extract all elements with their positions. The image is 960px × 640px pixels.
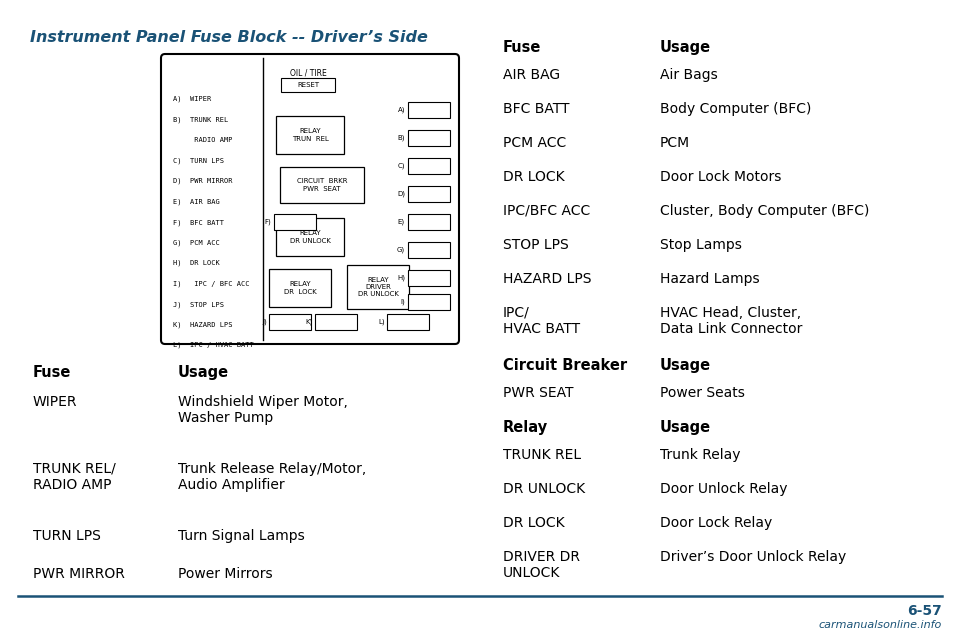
Text: Usage: Usage [660, 358, 711, 373]
Text: RELAY
TRUN  REL: RELAY TRUN REL [292, 128, 328, 141]
Text: DRIVER DR
UNLOCK: DRIVER DR UNLOCK [503, 550, 580, 580]
Text: A): A) [397, 107, 405, 113]
Text: Power Seats: Power Seats [660, 386, 745, 400]
Text: HAZARD LPS: HAZARD LPS [503, 272, 591, 286]
Text: RESET: RESET [297, 82, 319, 88]
Text: A)  WIPER: A) WIPER [173, 96, 211, 102]
Text: Usage: Usage [660, 40, 711, 55]
Bar [408, 102, 450, 118]
Text: Windshield Wiper Motor,
Washer Pump: Windshield Wiper Motor, Washer Pump [178, 395, 348, 425]
Text: OIL / TIRE: OIL / TIRE [290, 68, 326, 77]
Text: TRUNK REL: TRUNK REL [503, 448, 581, 462]
Text: HVAC Head, Cluster,
Data Link Connector: HVAC Head, Cluster, Data Link Connector [660, 306, 803, 336]
Text: I): I) [400, 299, 405, 305]
Bar [269, 269, 331, 307]
Bar [281, 78, 335, 92]
Text: H): H) [397, 275, 405, 281]
Text: AIR BAG: AIR BAG [503, 68, 560, 82]
Text: G)  PCM ACC: G) PCM ACC [173, 239, 220, 246]
Text: PWR MIRROR: PWR MIRROR [33, 567, 125, 581]
Text: Usage: Usage [178, 365, 229, 380]
Text: Air Bags: Air Bags [660, 68, 718, 82]
Text: B): B) [397, 135, 405, 141]
Bar [387, 314, 429, 330]
Text: L)  IPC / HVAC BATT: L) IPC / HVAC BATT [173, 342, 253, 349]
Text: E): E) [397, 219, 405, 225]
Text: RADIO AMP: RADIO AMP [173, 137, 232, 143]
Text: DR LOCK: DR LOCK [503, 516, 564, 530]
Bar [408, 242, 450, 258]
Text: PCM ACC: PCM ACC [503, 136, 566, 150]
Bar [408, 214, 450, 230]
Text: PWR SEAT: PWR SEAT [503, 386, 573, 400]
Text: Door Lock Relay: Door Lock Relay [660, 516, 772, 530]
Text: carmanualsonline.info: carmanualsonline.info [819, 620, 942, 630]
Text: TURN LPS: TURN LPS [33, 529, 101, 543]
Text: DR LOCK: DR LOCK [503, 170, 564, 184]
Bar [276, 116, 344, 154]
Text: H)  DR LOCK: H) DR LOCK [173, 260, 220, 266]
Text: Fuse: Fuse [503, 40, 541, 55]
Text: F)  BFC BATT: F) BFC BATT [173, 219, 224, 225]
Text: IPC/BFC ACC: IPC/BFC ACC [503, 204, 590, 218]
Text: I)   IPC / BFC ACC: I) IPC / BFC ACC [173, 280, 250, 287]
Text: D)  PWR MIRROR: D) PWR MIRROR [173, 178, 232, 184]
Text: D): D) [397, 191, 405, 197]
Bar [274, 214, 316, 230]
Bar [315, 314, 357, 330]
Bar [276, 218, 344, 256]
Bar [408, 294, 450, 310]
Text: 6-57: 6-57 [907, 604, 942, 618]
Bar [408, 186, 450, 202]
Text: RELAY
DR UNLOCK: RELAY DR UNLOCK [290, 230, 330, 244]
Text: E)  AIR BAG: E) AIR BAG [173, 198, 220, 205]
Text: Relay: Relay [503, 420, 548, 435]
Text: C)  TURN LPS: C) TURN LPS [173, 157, 224, 164]
Text: Power Mirrors: Power Mirrors [178, 567, 273, 581]
Bar [347, 265, 409, 309]
Text: Instrument Panel Fuse Block -- Driver’s Side: Instrument Panel Fuse Block -- Driver’s … [30, 30, 428, 45]
Text: B)  TRUNK REL: B) TRUNK REL [173, 116, 228, 123]
Bar [280, 167, 364, 203]
Text: RELAY
DRIVER
DR UNLOCK: RELAY DRIVER DR UNLOCK [357, 276, 398, 298]
Text: Trunk Release Relay/Motor,
Audio Amplifier: Trunk Release Relay/Motor, Audio Amplifi… [178, 462, 367, 492]
Text: BFC BATT: BFC BATT [503, 102, 569, 116]
Text: PCM: PCM [660, 136, 690, 150]
Text: K)  HAZARD LPS: K) HAZARD LPS [173, 321, 232, 328]
Text: L): L) [378, 319, 385, 325]
Text: Body Computer (BFC): Body Computer (BFC) [660, 102, 811, 116]
FancyBboxPatch shape [161, 54, 459, 344]
Text: F): F) [264, 219, 271, 225]
Text: Fuse: Fuse [33, 365, 71, 380]
Text: WIPER: WIPER [33, 395, 78, 409]
Text: Driver’s Door Unlock Relay: Driver’s Door Unlock Relay [660, 550, 847, 564]
Text: DR UNLOCK: DR UNLOCK [503, 482, 586, 496]
Text: C): C) [397, 163, 405, 169]
Bar [408, 270, 450, 286]
Text: Stop Lamps: Stop Lamps [660, 238, 742, 252]
Text: Hazard Lamps: Hazard Lamps [660, 272, 759, 286]
Text: Trunk Relay: Trunk Relay [660, 448, 740, 462]
Text: Cluster, Body Computer (BFC): Cluster, Body Computer (BFC) [660, 204, 870, 218]
Text: RELAY
DR  LOCK: RELAY DR LOCK [283, 281, 317, 295]
Text: J)  STOP LPS: J) STOP LPS [173, 301, 224, 307]
Text: Turn Signal Lamps: Turn Signal Lamps [178, 529, 304, 543]
Text: STOP LPS: STOP LPS [503, 238, 568, 252]
Bar [269, 314, 311, 330]
Text: Door Lock Motors: Door Lock Motors [660, 170, 781, 184]
Text: K): K) [305, 319, 313, 325]
Text: IPC/
HVAC BATT: IPC/ HVAC BATT [503, 306, 580, 336]
Text: TRUNK REL/
RADIO AMP: TRUNK REL/ RADIO AMP [33, 462, 116, 492]
Text: Door Unlock Relay: Door Unlock Relay [660, 482, 787, 496]
Bar [408, 158, 450, 174]
Text: J): J) [262, 319, 267, 325]
Text: Circuit Breaker: Circuit Breaker [503, 358, 627, 373]
Bar [408, 130, 450, 146]
Text: Usage: Usage [660, 420, 711, 435]
Text: CIRCUIT  BRKR
PWR  SEAT: CIRCUIT BRKR PWR SEAT [297, 179, 348, 192]
Text: G): G) [396, 247, 405, 253]
